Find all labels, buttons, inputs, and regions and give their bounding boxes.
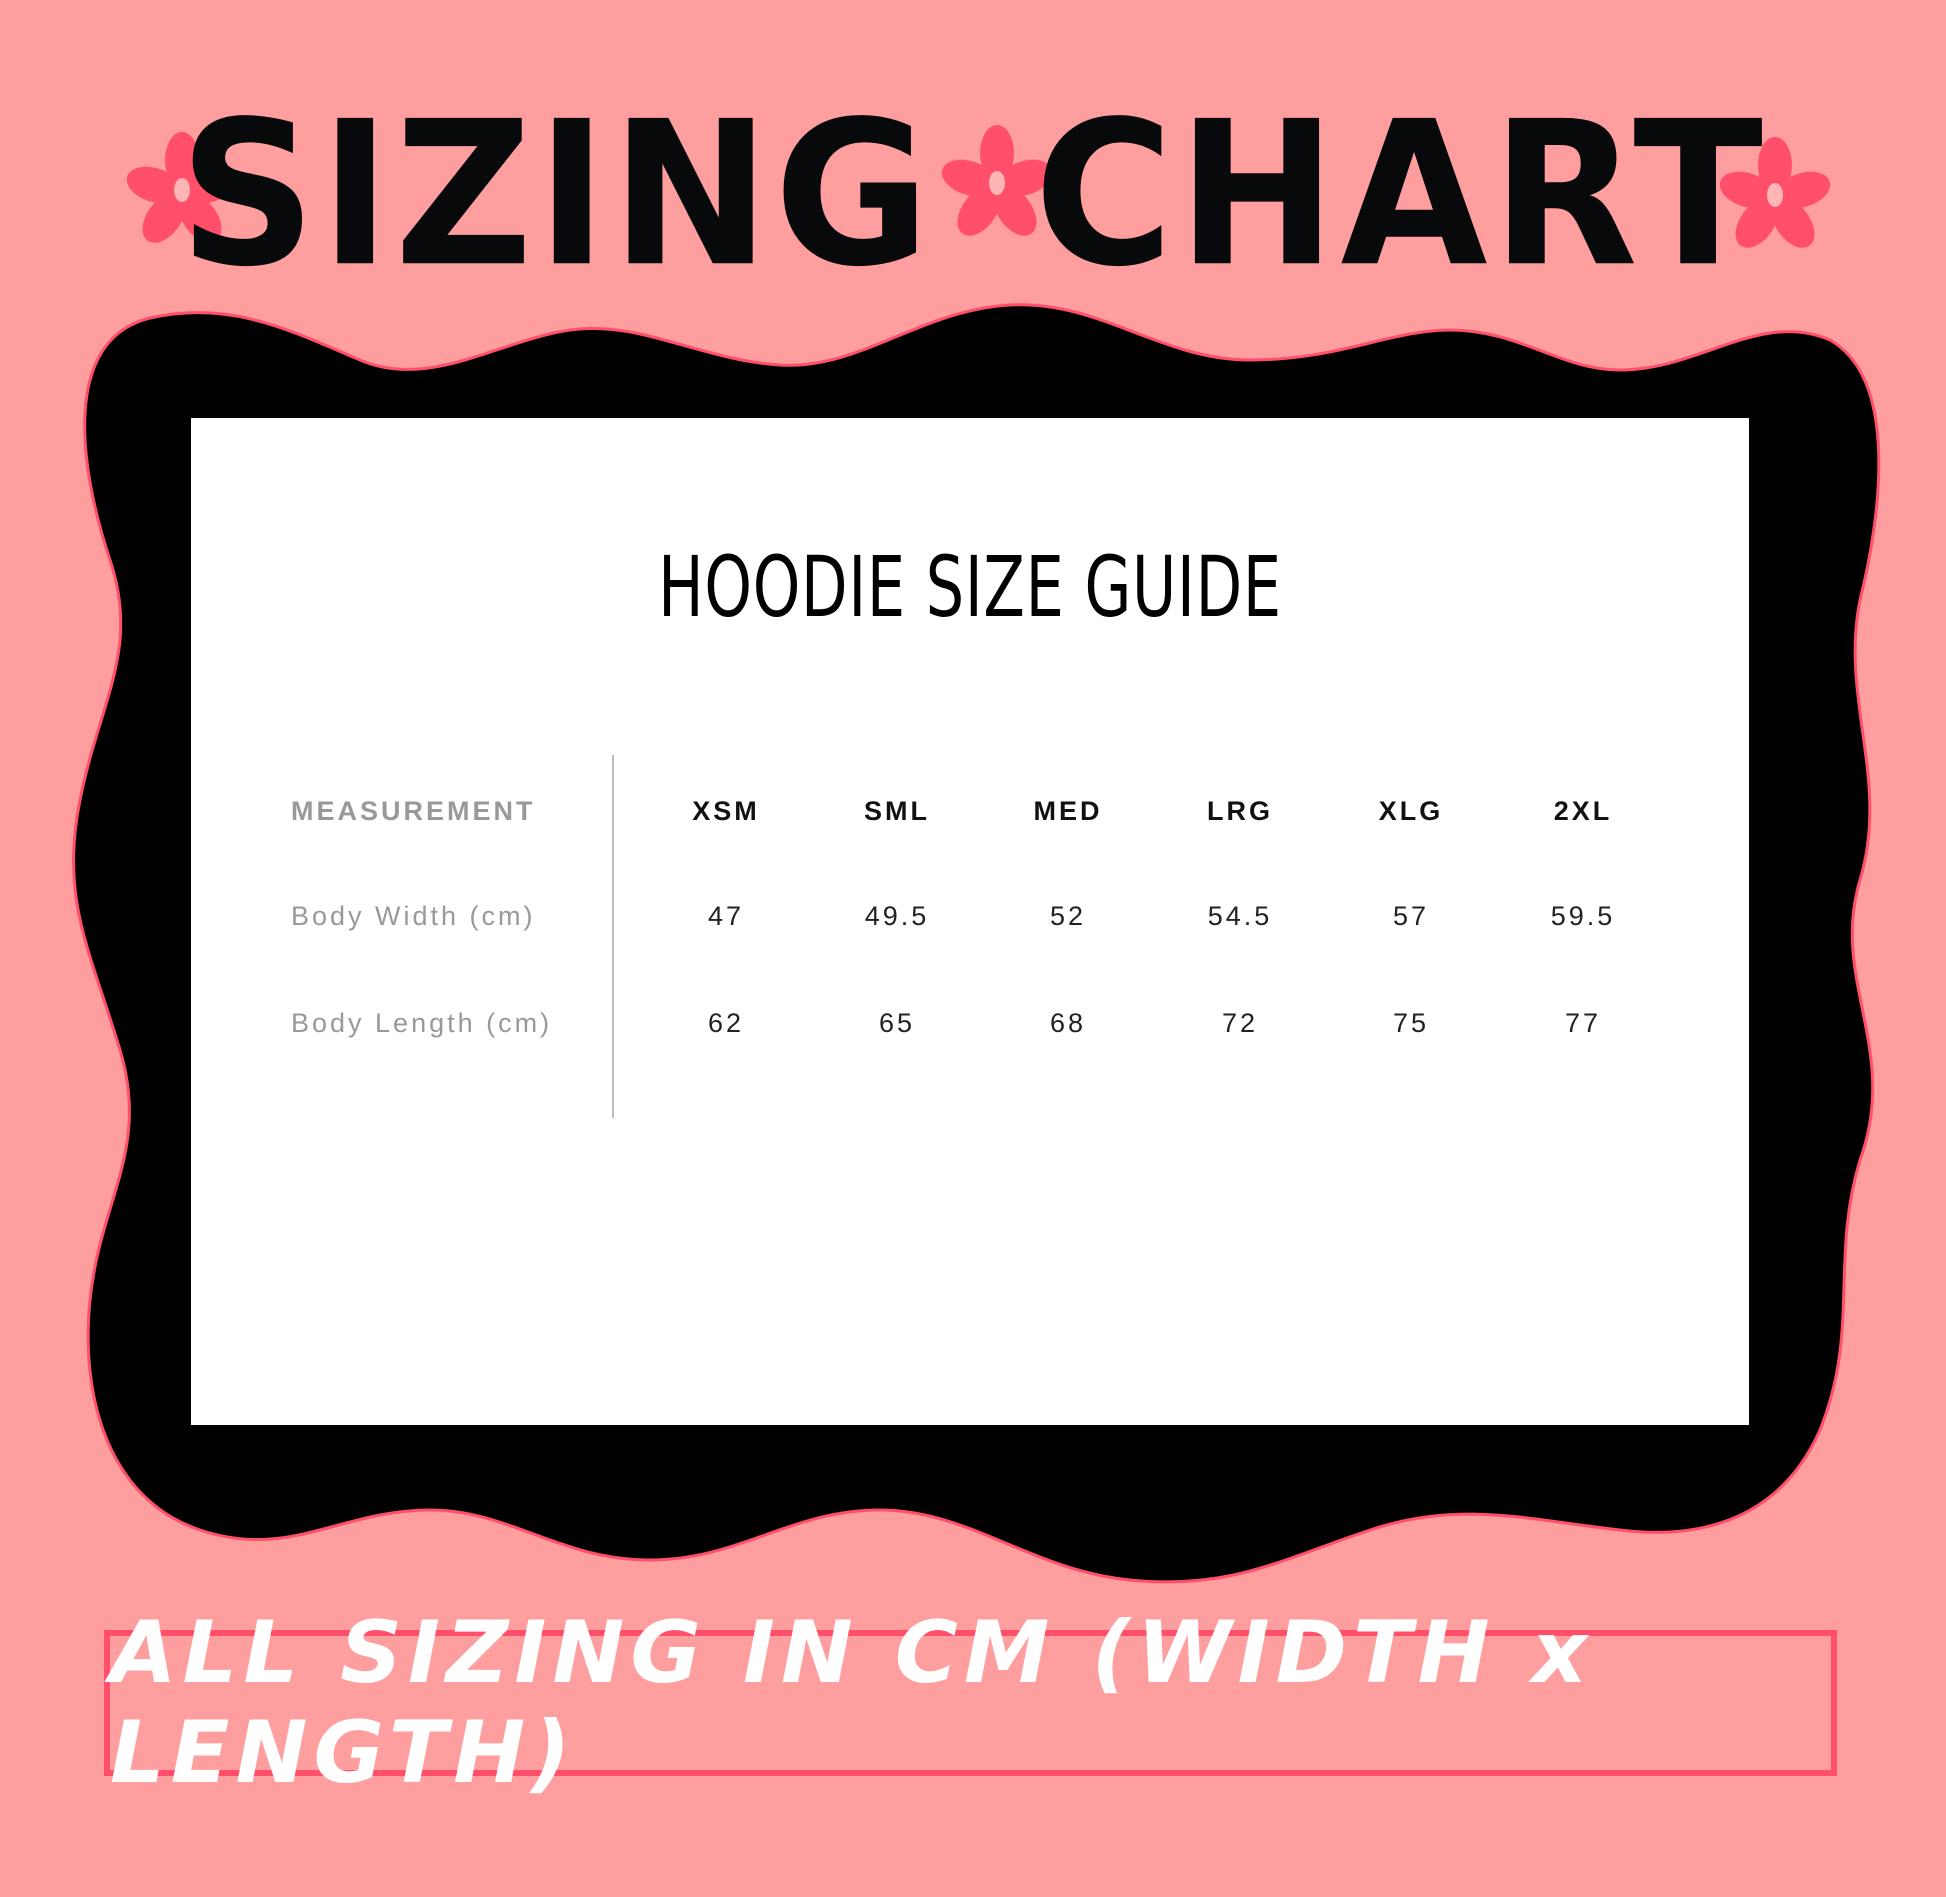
column-header: LRG [1207,796,1273,826]
row-label-body-width: Body Width (cm) [291,901,536,931]
column-header: MED [1033,796,1103,826]
sizing-chart-heading: SIZING CHART [0,95,1946,295]
table-cell: 75 [1392,1008,1430,1038]
table-cell: 49.5 [864,901,930,931]
table-cell: 57 [1392,901,1430,931]
table-cell: 47 [707,901,745,931]
flower-icon [1719,137,1831,248]
column-header: XLG [1378,796,1444,826]
table-cell: 52 [1049,901,1087,931]
row-label-body-length: Body Length (cm) [291,1008,553,1038]
table-cell: 59.5 [1550,901,1616,931]
table-cell: 54.5 [1207,901,1273,931]
table-cell: 77 [1564,1008,1602,1038]
table-cell: 72 [1221,1008,1259,1038]
flower-icon [126,132,238,243]
guide-title: HOODIE SIZE GUIDE [658,538,1282,636]
column-header-measurement: MEASUREMENT [291,796,536,826]
column-header: XSM [692,796,760,826]
column-divider [612,755,614,1118]
heading-word-chart: CHART [1034,78,1767,311]
size-guide-panel: HOODIE SIZE GUIDE MEASUREMENT XSM SML ME… [191,418,1749,1425]
column-header: 2XL [1553,796,1613,826]
table-cell: 62 [707,1008,745,1038]
flower-icon [941,125,1053,236]
heading-word-sizing: SIZING [179,78,935,311]
table-cell: 65 [878,1008,916,1038]
table-cell: 68 [1049,1008,1087,1038]
sizing-note: ALL SIZING IN CM (WIDTH x LENGTH) [110,1603,1594,1803]
sizing-note-banner: ALL SIZING IN CM (WIDTH x LENGTH) [104,1603,1837,1803]
column-header: SML [864,796,930,826]
